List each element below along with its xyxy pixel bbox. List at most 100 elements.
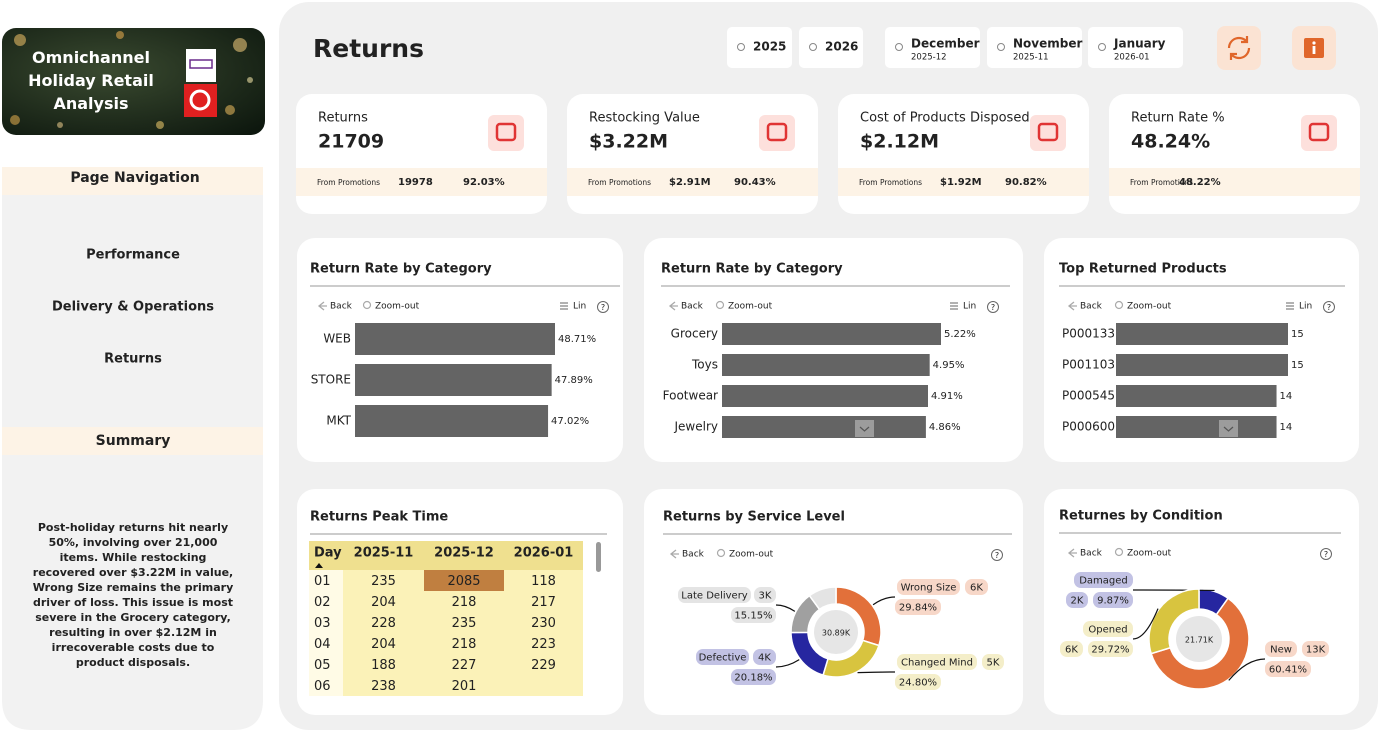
bokeh <box>14 34 26 46</box>
help-button[interactable]: ? <box>995 551 999 560</box>
leader-line <box>1132 608 1159 640</box>
kpi-label: Cost of Products Disposed <box>860 111 1030 126</box>
help-button[interactable]: ? <box>1327 303 1331 312</box>
zoom-out-button[interactable]: Zoom-out <box>1127 302 1172 312</box>
table-cell-text: 201 <box>452 679 477 694</box>
help-button[interactable]: ? <box>991 303 995 312</box>
help-button[interactable]: ? <box>601 303 605 312</box>
label-pill <box>1066 592 1088 608</box>
bar <box>722 416 926 438</box>
table-cell <box>504 612 583 633</box>
zoom-out-button[interactable]: Zoom-out <box>729 550 774 560</box>
donut-label: Changed Mind <box>901 658 973 669</box>
back-button[interactable]: Back <box>681 302 704 312</box>
filter-pill[interactable] <box>987 27 1082 68</box>
zoom-out-button[interactable]: Zoom-out <box>375 302 420 312</box>
zoom-icon <box>362 300 372 310</box>
scale-button[interactable]: Lin <box>1299 302 1312 312</box>
table-cell-text: 238 <box>371 679 396 694</box>
donut-label: 13K <box>1306 645 1326 656</box>
filter-pill[interactable] <box>885 27 980 68</box>
kpi-sub-label: From Promotions <box>859 178 922 187</box>
bokeh <box>225 105 235 115</box>
table-cell <box>504 570 583 591</box>
table-cell-text: 218 <box>452 595 477 610</box>
donut-segment <box>1148 588 1200 655</box>
table-cell <box>309 675 343 696</box>
donut-label: 29.72% <box>1091 645 1129 656</box>
nav-header-band <box>2 167 263 195</box>
table-cell-text: 188 <box>371 658 396 673</box>
zoom-icon <box>716 548 726 558</box>
table-cell <box>309 633 343 654</box>
month-option[interactable]: January <box>1113 37 1166 51</box>
table-cell <box>424 633 504 654</box>
table-cell <box>343 633 424 654</box>
table-cell-text: 04 <box>314 637 331 652</box>
zoom-icon <box>715 300 725 310</box>
label-pill <box>1302 641 1329 657</box>
kpi-band <box>567 168 818 196</box>
label-pill <box>1088 641 1133 657</box>
month-code: 2025-11 <box>1013 53 1049 63</box>
donut-label: Late Delivery <box>681 591 748 602</box>
bar <box>355 364 552 396</box>
help-icon <box>1323 301 1335 313</box>
refresh-button[interactable] <box>1217 26 1261 70</box>
leader-line <box>775 604 796 612</box>
donut-label: 3K <box>759 591 772 602</box>
chart-title: Returns by Service Level <box>663 510 845 525</box>
table-cell-text: 05 <box>314 658 331 673</box>
table-cell <box>309 570 343 591</box>
table-cell <box>309 591 343 612</box>
back-button[interactable]: Back <box>1080 302 1103 312</box>
label-pill <box>1060 641 1083 657</box>
donut-center-label: 30.89K <box>822 629 851 638</box>
info-dot <box>1312 41 1316 45</box>
category-label: Footwear <box>663 389 718 403</box>
kpi-icon-mark <box>1308 122 1330 142</box>
label-pill <box>678 587 751 603</box>
help-button[interactable]: ? <box>1324 550 1328 559</box>
month-option[interactable]: November <box>1013 37 1082 51</box>
scale-button[interactable]: Lin <box>573 302 586 312</box>
sidebar-panel <box>2 195 263 730</box>
donut-label: Damaged <box>1079 576 1128 587</box>
zoom-out-button[interactable]: Zoom-out <box>728 302 773 312</box>
back-button[interactable]: Back <box>330 302 353 312</box>
label-pill <box>897 654 977 670</box>
nav-item[interactable]: Performance <box>86 248 180 263</box>
nav-item[interactable]: Returns <box>104 352 162 367</box>
table-cell <box>504 591 583 612</box>
table-cell <box>343 570 424 591</box>
nav-item[interactable]: Delivery & Operations <box>52 300 214 315</box>
filter-pill[interactable] <box>799 27 863 68</box>
bokeh <box>233 38 247 52</box>
scale-button[interactable]: Lin <box>963 302 976 312</box>
back-button[interactable]: Back <box>682 550 705 560</box>
bokeh <box>10 115 20 125</box>
table-cell-text: 223 <box>531 637 556 652</box>
donut-segment <box>1150 597 1250 690</box>
kpi-sub-value: 48.22% <box>1179 177 1221 188</box>
chevron <box>1223 426 1234 432</box>
filter-pill[interactable] <box>727 27 792 68</box>
donut-center <box>814 610 858 654</box>
zoom-out-button[interactable]: Zoom-out <box>1127 549 1172 559</box>
month-option[interactable]: December <box>911 37 980 51</box>
back-button[interactable]: Back <box>1080 549 1103 559</box>
year-option[interactable]: 2026 <box>825 40 858 54</box>
kpi-band <box>296 168 547 196</box>
filter-pill[interactable] <box>1088 27 1183 68</box>
kpi-icon-mark <box>766 122 788 142</box>
column-header: Day <box>314 546 342 561</box>
bar <box>355 323 555 355</box>
kpi-value: $3.22M <box>589 131 668 153</box>
summary-band <box>2 427 263 455</box>
year-option[interactable]: 2025 <box>753 40 786 54</box>
chart-title: Return Rate by Category <box>310 262 492 277</box>
donut-label: Defective <box>699 653 747 664</box>
bar <box>722 385 928 407</box>
